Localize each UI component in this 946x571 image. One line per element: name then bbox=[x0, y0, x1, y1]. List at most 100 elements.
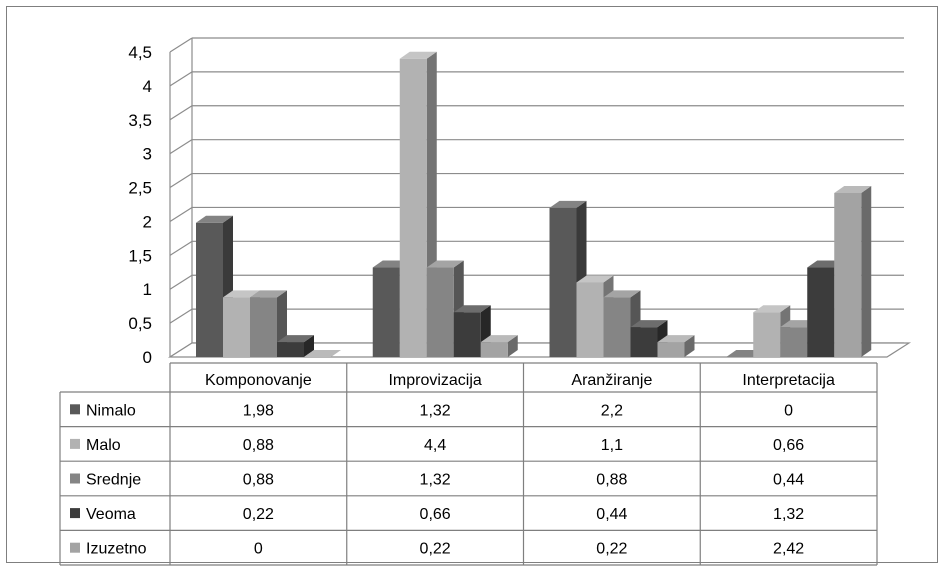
chart-frame bbox=[6, 6, 938, 563]
bar-top bbox=[304, 350, 341, 357]
bar-side bbox=[861, 185, 872, 357]
side-gridline bbox=[169, 173, 193, 189]
bar-top bbox=[834, 185, 872, 193]
legend-label: Veoma bbox=[86, 506, 136, 523]
category-label: Aranžiranje bbox=[571, 372, 652, 389]
bar-side bbox=[684, 335, 695, 357]
bar-front bbox=[834, 192, 862, 357]
side-gridline bbox=[169, 139, 193, 155]
category-label: Interpretacija bbox=[742, 372, 835, 389]
data-label: 0,88 bbox=[243, 472, 274, 489]
data-label: 0 bbox=[784, 402, 793, 419]
data-label: 2,42 bbox=[773, 541, 804, 558]
bar-top bbox=[549, 200, 587, 208]
bar-side bbox=[507, 335, 518, 357]
legend-label: Srednje bbox=[86, 472, 141, 489]
bar-top bbox=[196, 215, 233, 223]
data-label: 2,2 bbox=[601, 402, 623, 419]
y-tick-label: 1 bbox=[143, 280, 152, 299]
bars bbox=[196, 51, 872, 358]
y-tick-label: 2 bbox=[143, 212, 152, 231]
bar bbox=[834, 185, 872, 357]
y-tick-label: 1,5 bbox=[128, 246, 152, 265]
bar-front bbox=[277, 342, 304, 357]
bar-top bbox=[399, 51, 437, 59]
legend-swatch bbox=[70, 473, 80, 484]
bar bbox=[250, 290, 287, 357]
data-table: Komponovanje Improvizacija Aranžiranje Inte… bbox=[59, 362, 878, 566]
data-label: 0,22 bbox=[596, 541, 627, 558]
bar-front bbox=[426, 267, 454, 357]
bar-front bbox=[549, 207, 577, 357]
y-tick-label: 0,5 bbox=[128, 314, 152, 333]
data-label: 0,22 bbox=[420, 541, 451, 558]
side-gridline bbox=[169, 105, 193, 121]
data-label: 0,66 bbox=[420, 506, 451, 523]
data-label: 0,44 bbox=[773, 472, 804, 489]
y-tick-label: 3 bbox=[143, 145, 152, 164]
legend-swatch bbox=[70, 404, 80, 415]
bar-top bbox=[426, 260, 464, 268]
data-label: 0 bbox=[254, 541, 263, 558]
bar-front bbox=[753, 312, 781, 357]
bar-top bbox=[657, 335, 695, 343]
bar-front bbox=[453, 312, 481, 357]
bar-top bbox=[223, 290, 260, 298]
bar bbox=[480, 335, 518, 357]
legend-label: Malo bbox=[86, 437, 121, 454]
bar-top bbox=[277, 335, 314, 343]
bar-front bbox=[372, 267, 400, 357]
side-gridline bbox=[169, 308, 193, 324]
y-tick-label: 2,5 bbox=[128, 179, 152, 198]
bar-front bbox=[807, 267, 835, 357]
side-gridline bbox=[169, 240, 193, 256]
bar-front bbox=[603, 297, 631, 357]
side-gridline bbox=[169, 37, 193, 53]
legend-swatch bbox=[70, 542, 80, 553]
side-gridline bbox=[169, 71, 193, 87]
bar-top bbox=[250, 290, 287, 298]
y-axis-ticks: 0 0,5 1 1,5 2 2,5 3 3,5 4 4,5 bbox=[128, 43, 152, 367]
side-gridline bbox=[169, 274, 193, 290]
bar-side bbox=[304, 335, 314, 357]
bar-top bbox=[603, 290, 641, 298]
bar-front bbox=[630, 327, 658, 357]
data-label: 1,32 bbox=[420, 472, 451, 489]
bar-front bbox=[780, 327, 808, 357]
data-label: 1,32 bbox=[773, 506, 804, 523]
data-label: 1,32 bbox=[420, 402, 451, 419]
bar bbox=[549, 200, 587, 357]
data-label: 0,88 bbox=[596, 472, 627, 489]
y-tick-label: 0 bbox=[143, 348, 152, 367]
side-gridline bbox=[169, 206, 193, 222]
legend-label: Nimalo bbox=[86, 402, 136, 419]
data-label: 1,1 bbox=[601, 437, 623, 454]
y-tick-label: 3,5 bbox=[128, 111, 152, 130]
y-tick-label: 4 bbox=[143, 77, 152, 96]
bar-top bbox=[576, 275, 614, 283]
bar bbox=[753, 305, 791, 357]
bar-top bbox=[480, 335, 518, 343]
category-label: Komponovanje bbox=[205, 372, 312, 389]
bar-top bbox=[630, 320, 668, 328]
legend-swatch bbox=[70, 508, 80, 519]
chart-walls bbox=[167, 37, 912, 358]
bar-front bbox=[480, 342, 508, 357]
bar-front bbox=[399, 58, 427, 358]
data-label: 0,22 bbox=[243, 506, 274, 523]
y-tick-label: 4,5 bbox=[128, 43, 152, 62]
bar-front bbox=[223, 297, 250, 357]
bar-front bbox=[196, 222, 223, 357]
bar-top bbox=[753, 305, 791, 313]
data-label: 0,88 bbox=[243, 437, 274, 454]
bar bbox=[277, 335, 314, 357]
legend-label: Izuzetno bbox=[86, 541, 147, 558]
bar-top bbox=[453, 305, 491, 313]
bar-front bbox=[576, 282, 604, 357]
data-label: 0,44 bbox=[596, 506, 627, 523]
bar bbox=[304, 350, 341, 357]
bar bbox=[657, 335, 695, 357]
bar-front bbox=[250, 297, 277, 357]
bar-front bbox=[657, 342, 685, 357]
